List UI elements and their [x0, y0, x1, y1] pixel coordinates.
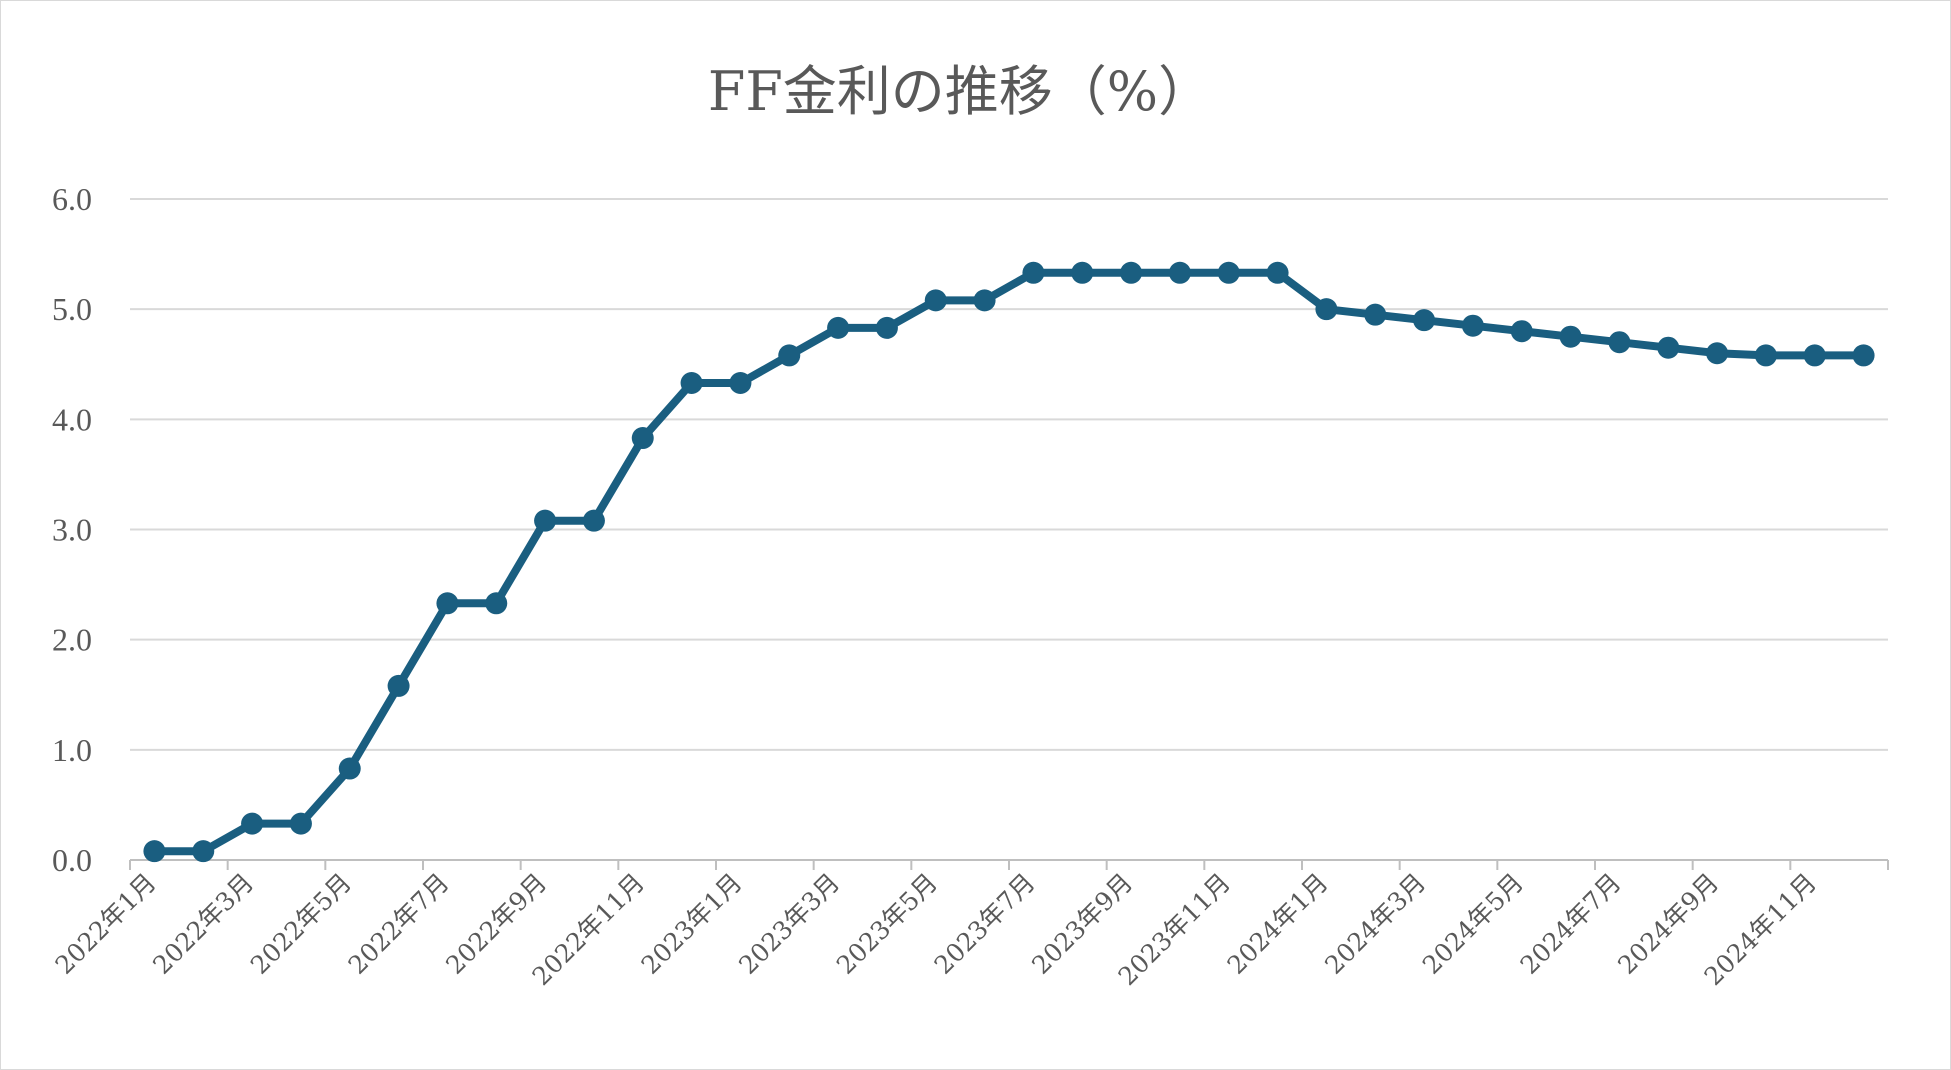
y-tick-label: 0.0	[52, 842, 92, 878]
data-point	[143, 840, 166, 863]
data-point	[289, 812, 312, 835]
chart-title: FF金利の推移（%）	[708, 60, 1212, 123]
data-point	[1266, 261, 1289, 284]
data-point	[1315, 298, 1338, 321]
data-point	[1217, 261, 1240, 284]
x-tick-label: 2023年5月	[831, 868, 943, 980]
x-tick-label: 2022年1月	[50, 868, 162, 980]
data-point	[1608, 331, 1631, 354]
data-point	[680, 371, 703, 394]
x-tick-label: 2024年5月	[1417, 868, 1529, 980]
data-point	[1510, 320, 1533, 343]
data-point	[1120, 261, 1143, 284]
data-point	[241, 812, 264, 835]
data-point	[924, 289, 947, 312]
data-point	[1559, 325, 1582, 348]
data-point	[387, 674, 410, 697]
x-tick-label: 2022年3月	[147, 868, 259, 980]
data-point	[485, 592, 508, 615]
data-point	[875, 316, 898, 339]
x-tick-label: 2022年7月	[343, 868, 455, 980]
x-tick-label: 2022年5月	[245, 868, 357, 980]
data-point	[1754, 344, 1777, 367]
data-point	[192, 840, 215, 863]
data-point	[1022, 261, 1045, 284]
series-line	[150, 268, 1868, 856]
data-point	[973, 289, 996, 312]
data-point	[1706, 342, 1729, 365]
data-point	[1852, 344, 1875, 367]
y-tick-label: 4.0	[52, 401, 92, 437]
y-tick-label: 3.0	[52, 512, 92, 548]
data-point	[1364, 303, 1387, 326]
data-point	[778, 344, 801, 367]
data-point	[338, 757, 361, 780]
x-tick-label: 2024年1月	[1222, 868, 1334, 980]
data-point	[631, 427, 654, 450]
y-axis-ticks: 0.0 1.0 2.0 3.0 4.0 5.0 6.0	[52, 181, 92, 878]
data-point	[1461, 314, 1484, 337]
data-point	[436, 592, 459, 615]
data-point	[729, 371, 752, 394]
x-tick-label: 2023年7月	[929, 868, 1041, 980]
y-tick-label: 1.0	[52, 732, 92, 768]
y-tick-label: 6.0	[52, 181, 92, 217]
data-point	[582, 509, 605, 532]
x-tick-label: 2024年7月	[1515, 868, 1627, 980]
series-ff-rate	[143, 261, 1875, 863]
data-point	[1071, 261, 1094, 284]
x-axis: 2022年1月2022年3月2022年5月2022年7月2022年9月2022年…	[50, 859, 1889, 991]
x-tick-label: 2023年3月	[733, 868, 845, 980]
data-point	[1803, 344, 1826, 367]
gridlines	[130, 198, 1888, 751]
data-point	[827, 316, 850, 339]
x-tick-label: 2024年3月	[1319, 868, 1431, 980]
data-point	[1413, 309, 1436, 332]
x-tick-label: 2023年1月	[636, 868, 748, 980]
y-tick-label: 2.0	[52, 622, 92, 658]
y-tick-label: 5.0	[52, 291, 92, 327]
data-point	[1168, 261, 1191, 284]
data-point	[1657, 336, 1680, 359]
data-point	[534, 509, 557, 532]
